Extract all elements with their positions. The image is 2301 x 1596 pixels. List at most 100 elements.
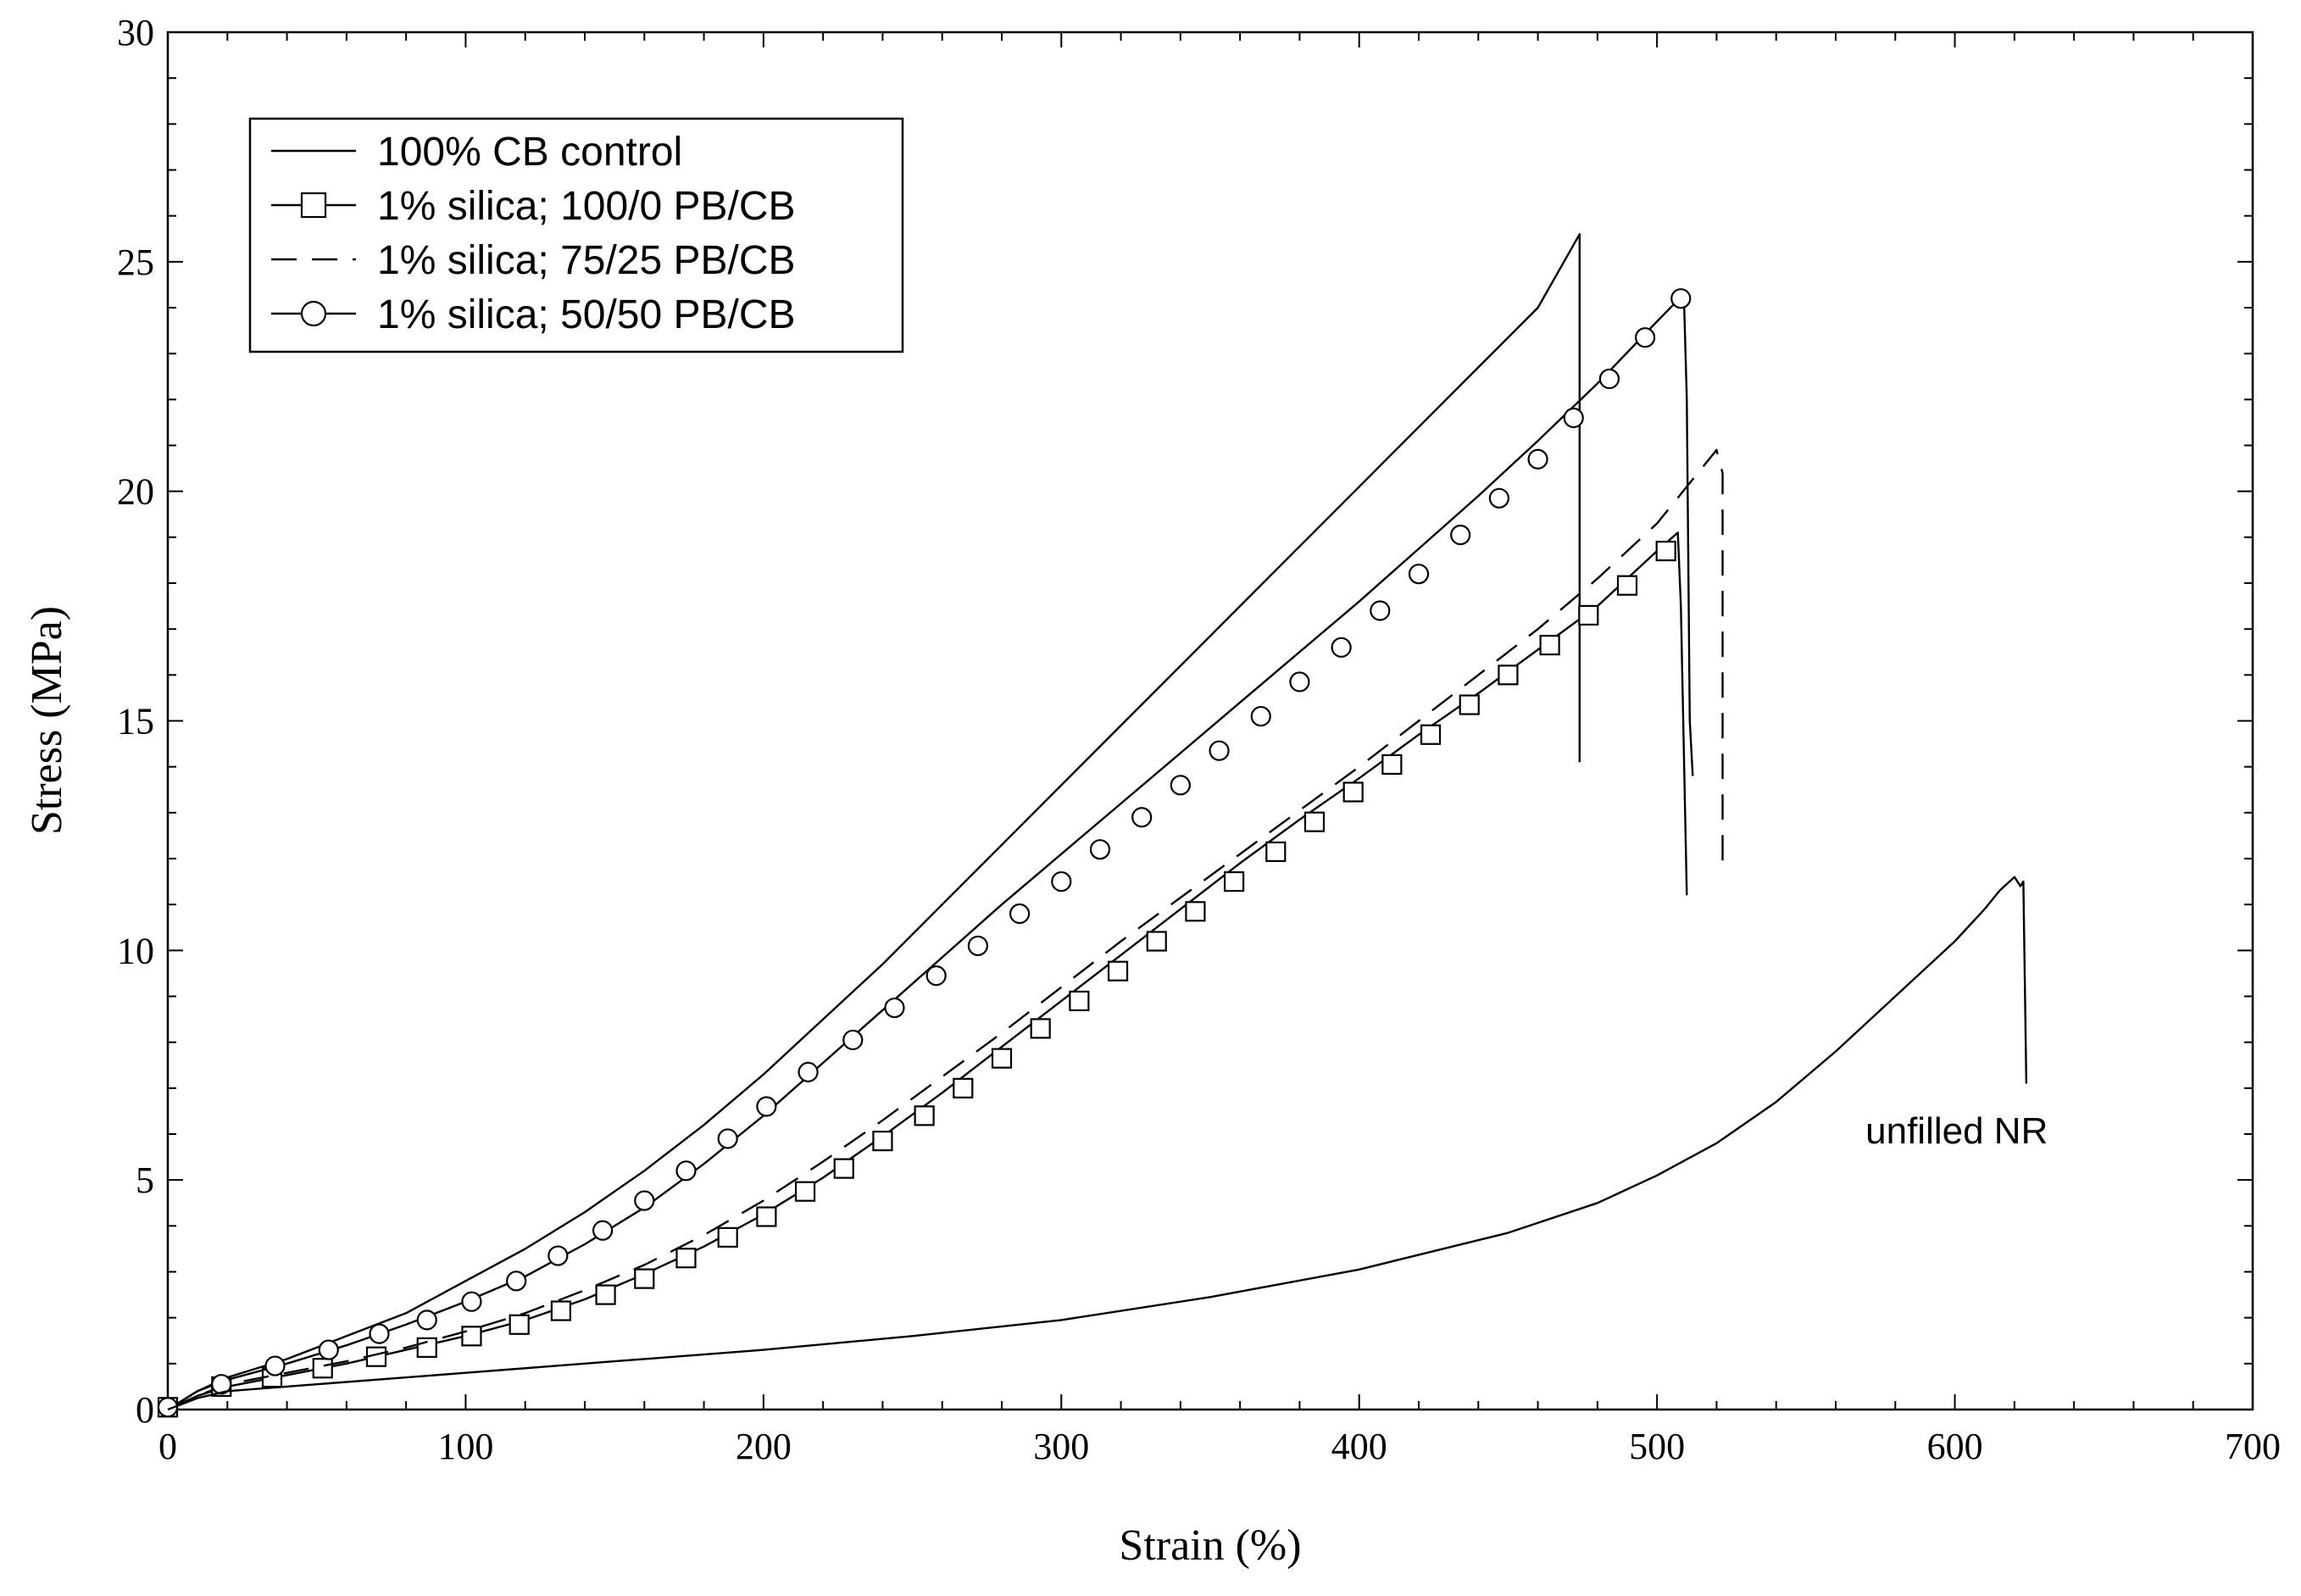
data-point-circle — [1370, 600, 1391, 621]
legend-entry: 1% silica; 100/0 PB/CB — [271, 184, 796, 229]
data-point-circle — [1408, 564, 1430, 585]
data-point-square — [1539, 635, 1560, 656]
data-point-circle — [1209, 740, 1230, 761]
data-point-square — [1107, 960, 1129, 982]
data-point-circle — [157, 1397, 179, 1418]
data-point-circle — [756, 1096, 777, 1117]
legend-entry: 1% silica; 50/50 PB/CB — [271, 292, 796, 337]
data-point-circle — [318, 1339, 339, 1360]
x-tick-label: 200 — [736, 1426, 792, 1467]
data-point-square — [953, 1077, 974, 1098]
x-axis-label: Strain (%) — [1119, 1521, 1301, 1570]
x-tick-label: 0 — [158, 1426, 177, 1467]
data-point-circle — [1331, 637, 1352, 658]
data-point-circle — [1051, 870, 1072, 893]
annotations: unfilled NR — [1865, 1110, 2048, 1152]
data-point-square — [872, 1131, 893, 1152]
series-100-cb-control — [167, 233, 1581, 1411]
data-point-square — [675, 1248, 697, 1269]
annotation-text: unfilled NR — [1865, 1110, 2048, 1152]
data-point-circle — [884, 997, 905, 1019]
data-point-square — [1265, 841, 1287, 862]
data-point-square — [1578, 604, 1599, 626]
data-point-circle — [1527, 448, 1548, 470]
data-point-circle — [925, 965, 947, 987]
data-point-circle — [592, 1220, 614, 1241]
data-point-square — [1030, 1018, 1051, 1039]
data-point-square — [914, 1105, 935, 1126]
legend-entry: 100% CB control — [271, 130, 682, 175]
series-line — [167, 233, 1581, 1411]
data-point-square — [1342, 781, 1364, 803]
x-tick-label: 500 — [1629, 1426, 1685, 1467]
data-point-circle — [842, 1029, 864, 1051]
data-point-circle — [264, 1355, 286, 1376]
data-point-square — [634, 1268, 655, 1289]
y-tick-label: 25 — [117, 242, 154, 283]
x-tick-label: 600 — [1927, 1426, 1983, 1467]
data-point-square — [1069, 990, 1090, 1012]
legend-label: 1% silica; 75/25 PB/CB — [377, 238, 796, 283]
data-point-circle — [1450, 525, 1471, 546]
series-line — [167, 448, 1724, 1411]
data-point-circle — [416, 1310, 437, 1331]
series-1-silica-75-25-pb-cb — [167, 448, 1724, 1411]
y-tick-label: 0 — [136, 1389, 154, 1431]
data-point-circle — [798, 1061, 819, 1082]
data-point-square — [1146, 931, 1167, 952]
data-point-square — [1655, 540, 1676, 562]
data-point-circle — [1131, 807, 1153, 828]
data-point-square — [1303, 811, 1326, 832]
series-line — [167, 292, 1694, 1411]
y-axis-label: Stress (MPa) — [23, 606, 71, 835]
data-point-circle — [1488, 487, 1509, 509]
data-point-square — [550, 1300, 571, 1321]
data-point-square — [461, 1326, 482, 1347]
data-point-square — [1420, 724, 1442, 745]
data-point-circle — [1289, 671, 1310, 692]
data-point-circle — [1250, 705, 1271, 727]
data-point-square — [1185, 901, 1206, 922]
y-tick-label: 20 — [117, 471, 154, 513]
legend-box — [248, 117, 904, 353]
x-tick-label: 400 — [1331, 1426, 1387, 1467]
series-layer — [157, 233, 2028, 1418]
data-point-square — [1224, 870, 1245, 893]
data-point-circle — [369, 1323, 390, 1344]
data-point-circle — [675, 1160, 697, 1182]
data-point-circle — [1170, 775, 1191, 796]
y-tick-label: 30 — [117, 12, 154, 53]
legend-entry: 1% silica; 75/25 PB/CB — [271, 238, 796, 283]
data-point-square — [794, 1181, 816, 1202]
y-tick-label: 10 — [117, 930, 154, 971]
legend-marker — [300, 192, 327, 219]
data-point-circle — [967, 935, 988, 957]
data-point-circle — [211, 1374, 232, 1395]
data-point-square — [833, 1158, 854, 1179]
x-tick-label: 300 — [1033, 1426, 1089, 1467]
data-point-square — [1381, 754, 1403, 776]
data-point-square — [595, 1284, 616, 1305]
data-point-square — [312, 1358, 333, 1379]
data-point-circle — [1009, 903, 1031, 925]
series-unfilled-nr — [167, 876, 2028, 1411]
data-point-square — [1498, 665, 1519, 686]
data-point-circle — [634, 1190, 655, 1211]
data-point-circle — [1563, 407, 1584, 429]
data-point-circle — [1598, 368, 1620, 390]
x-tick-label: 100 — [437, 1426, 493, 1467]
y-tick-label: 5 — [136, 1159, 154, 1201]
data-point-square — [991, 1048, 1013, 1069]
legend: 100% CB control 1% silica; 100/0 PB/CB 1% … — [248, 117, 904, 353]
data-point-circle — [506, 1271, 527, 1292]
data-point-circle — [717, 1128, 738, 1149]
data-point-circle — [1670, 288, 1692, 309]
data-point-square — [1616, 575, 1638, 596]
legend-label: 1% silica; 50/50 PB/CB — [377, 292, 796, 337]
data-point-square — [717, 1226, 738, 1248]
data-point-circle — [1089, 839, 1111, 860]
data-point-circle — [461, 1291, 482, 1312]
axis-ticks: 0 100 200 300 400 500 600 700 0 5 10 15 20 25 30 — [117, 12, 2281, 1467]
legend-label: 100% CB control — [377, 130, 682, 175]
